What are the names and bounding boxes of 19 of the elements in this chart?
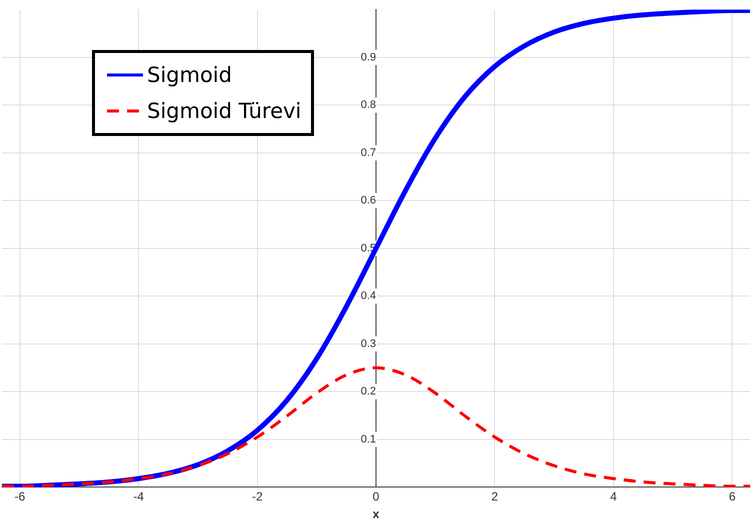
x-tick-label: -6 (14, 490, 26, 504)
x-tick-label: -4 (133, 490, 144, 504)
x-axis-title: x (372, 507, 380, 522)
y-tick-label: 0.8 (360, 99, 376, 112)
legend-label: Sigmoid (147, 63, 232, 87)
x-tick-label: 4 (610, 490, 618, 504)
x-tick-label: 6 (728, 490, 736, 504)
x-tick-label: 0 (372, 490, 380, 504)
y-tick-label: 0.2 (360, 386, 376, 398)
y-tick-label: 0.9 (360, 51, 376, 64)
legend-label: Sigmoid Türevi (147, 99, 302, 123)
y-tick-label: 0.3 (360, 338, 376, 350)
x-tick-label: 2 (491, 490, 498, 504)
y-tick-label: 0.1 (360, 433, 376, 446)
y-tick-label: 0.4 (360, 290, 376, 302)
y-tick-label: 0.7 (360, 146, 376, 159)
x-tick-label: -2 (252, 490, 263, 504)
y-tick-label: 0.6 (360, 194, 376, 207)
line-series (2, 366, 750, 488)
